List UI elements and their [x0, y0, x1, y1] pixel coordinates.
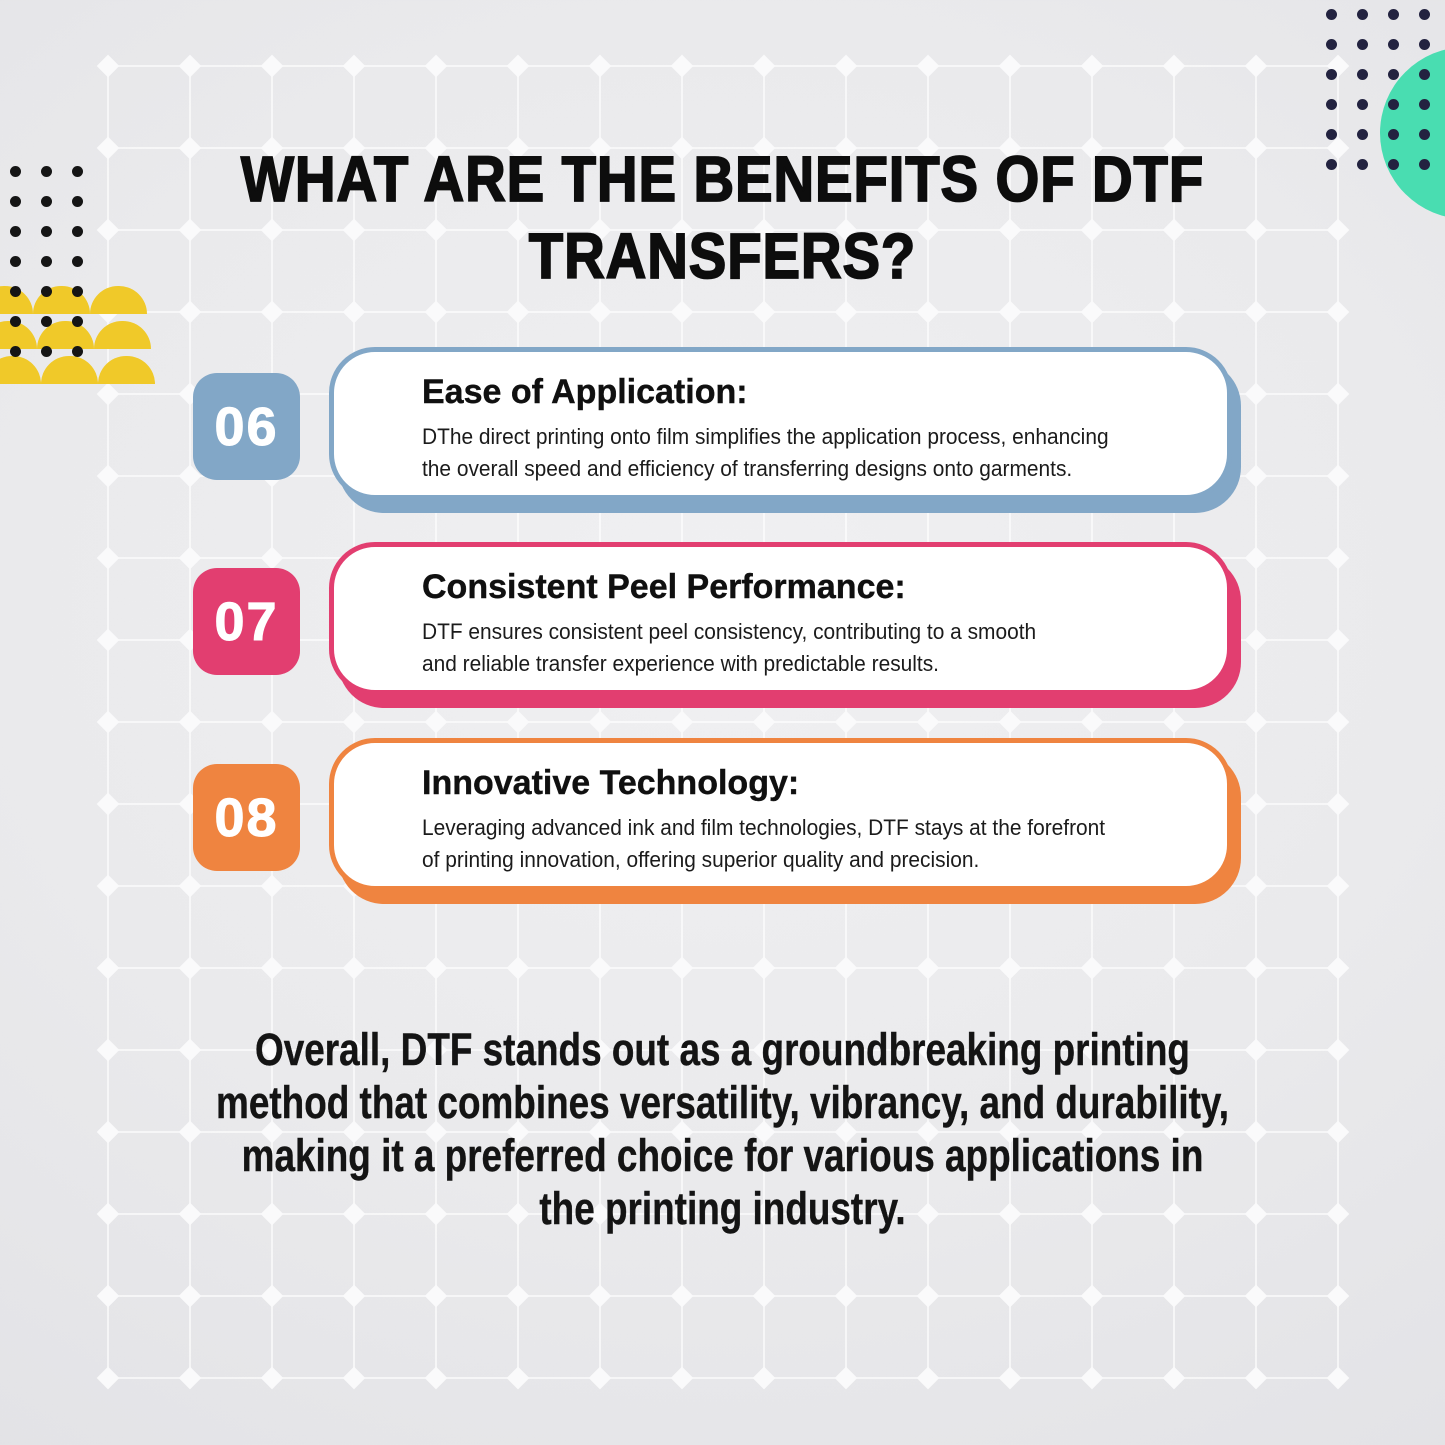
scallop-row — [0, 321, 155, 349]
dot — [1419, 129, 1430, 140]
benefit-card-06: Ease of Application: DThe direct printin… — [329, 347, 1232, 500]
scallop-dome — [0, 356, 41, 384]
dot — [1388, 129, 1399, 140]
dot — [41, 256, 52, 267]
dot — [10, 286, 21, 297]
dots-grid-left — [10, 166, 83, 357]
dot — [1326, 129, 1337, 140]
dot — [10, 346, 21, 357]
benefit-title: Innovative Technology: — [422, 764, 800, 802]
dot — [1419, 39, 1430, 50]
page-title-line-1: WHAT ARE THE BENEFITS OF DTF — [240, 142, 1205, 216]
closing-line-4: the printing industry. — [539, 1183, 906, 1234]
closing-line-3: making it a preferred choice for various… — [241, 1130, 1204, 1181]
dot — [1326, 69, 1337, 80]
dot — [10, 256, 21, 267]
dot — [1326, 99, 1337, 110]
benefit-description: DTF ensures consistent peel consistency,… — [422, 619, 1037, 676]
scallop-dome — [98, 356, 155, 384]
dot — [1357, 129, 1368, 140]
dot — [1419, 99, 1430, 110]
benefit-item-07: 07 Consistent Peel Performance: DTF ensu… — [193, 542, 1253, 712]
dot — [41, 196, 52, 207]
dot — [72, 166, 83, 177]
dot — [1326, 159, 1337, 170]
dot — [1357, 39, 1368, 50]
benefit-item-08: 08 Innovative Technology: Leveraging adv… — [193, 738, 1253, 908]
dot — [41, 166, 52, 177]
dot — [1388, 159, 1399, 170]
dot — [1388, 99, 1399, 110]
benefit-description: DThe direct printing onto film simplifie… — [422, 424, 1109, 481]
dot — [1388, 9, 1399, 20]
dot — [72, 256, 83, 267]
benefit-card-07: Consistent Peel Performance: DTF ensures… — [329, 542, 1232, 695]
dot — [1419, 69, 1430, 80]
dot — [10, 166, 21, 177]
number-badge-06: 06 — [193, 373, 300, 480]
dot — [1388, 69, 1399, 80]
dot — [41, 286, 52, 297]
closing-line-1: Overall, DTF stands out as a groundbreak… — [255, 1024, 1190, 1075]
closing-paragraph: Overall, DTF stands out as a groundbreak… — [0, 1023, 1445, 1235]
benefit-description: Leveraging advanced ink and film technol… — [422, 815, 1106, 872]
dot — [10, 196, 21, 207]
dot — [1326, 39, 1337, 50]
scallop-dome — [94, 321, 151, 349]
scallop-dome — [41, 356, 98, 384]
dot — [1419, 159, 1430, 170]
scallop-row — [0, 356, 155, 384]
page-title-line-2: TRANSFERS? — [528, 219, 917, 293]
dot — [41, 316, 52, 327]
dot — [1388, 39, 1399, 50]
closing-line-2: method that combines versatility, vibran… — [216, 1077, 1229, 1128]
number-badge-08: 08 — [193, 764, 300, 871]
dot — [1357, 9, 1368, 20]
dot — [1326, 9, 1337, 20]
dot — [41, 346, 52, 357]
dot — [41, 226, 52, 237]
dots-grid-top-right — [1326, 9, 1430, 170]
dot — [1357, 159, 1368, 170]
dot — [1357, 69, 1368, 80]
benefit-item-06: 06 Ease of Application: DThe direct prin… — [193, 347, 1253, 517]
dot — [72, 196, 83, 207]
dot — [1419, 9, 1430, 20]
dot — [72, 346, 83, 357]
dot — [10, 316, 21, 327]
page-title: WHAT ARE THE BENEFITS OF DTF TRANSFERS? — [0, 141, 1445, 295]
dot — [10, 226, 21, 237]
yellow-scallops-decoration — [0, 286, 155, 391]
dot — [72, 316, 83, 327]
number-badge-07: 07 — [193, 568, 300, 675]
benefit-title: Consistent Peel Performance: — [422, 568, 906, 606]
benefit-title: Ease of Application: — [422, 373, 748, 411]
dot — [1357, 99, 1368, 110]
dot — [72, 226, 83, 237]
benefit-card-08: Innovative Technology: Leveraging advanc… — [329, 738, 1232, 891]
dot — [72, 286, 83, 297]
